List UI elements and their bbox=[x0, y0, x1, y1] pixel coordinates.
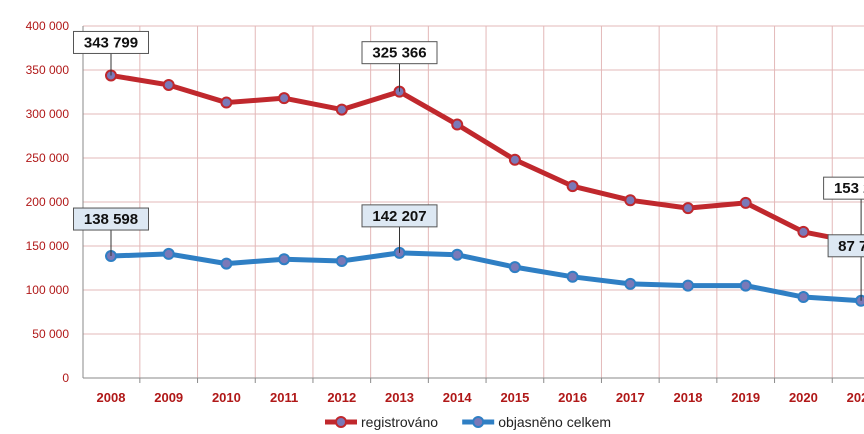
data-point bbox=[508, 153, 521, 166]
x-tick-label: 2016 bbox=[558, 390, 587, 405]
data-label: 138 598 bbox=[84, 211, 138, 228]
legend-swatch-marker bbox=[472, 416, 485, 428]
x-tick-label: 2015 bbox=[500, 390, 529, 405]
x-tick-label: 2020 bbox=[789, 390, 818, 405]
data-point bbox=[278, 253, 291, 266]
data-point bbox=[797, 225, 810, 238]
y-tick-label: 250 000 bbox=[26, 151, 70, 165]
data-labels: 343 799 325 366 153 233 138 598 142 207 87 74… bbox=[73, 30, 864, 301]
axes: 0 50 000 100 000 150 000 200 000 250 000 300 0… bbox=[26, 19, 864, 405]
data-point bbox=[682, 202, 694, 215]
data-label: 325 366 bbox=[372, 45, 426, 62]
data-point bbox=[451, 118, 464, 131]
data-point bbox=[855, 294, 864, 307]
x-tick-label: 2008 bbox=[97, 390, 126, 405]
data-point bbox=[624, 194, 637, 207]
y-tick-label: 300 000 bbox=[26, 107, 70, 121]
y-tick-label: 150 000 bbox=[26, 239, 70, 253]
data-point bbox=[566, 270, 579, 283]
data-label: 343 799 bbox=[84, 34, 138, 51]
x-tick-label: 2009 bbox=[154, 390, 183, 405]
series-group bbox=[105, 69, 864, 307]
series-line-1 bbox=[108, 250, 864, 304]
x-tick-label: 2010 bbox=[212, 390, 241, 405]
legend-label: objasněno celkem bbox=[498, 414, 611, 430]
series-line-0 bbox=[108, 72, 864, 246]
data-point bbox=[335, 103, 348, 116]
data-point bbox=[278, 92, 291, 105]
data-point bbox=[739, 279, 752, 292]
data-label: 142 207 bbox=[372, 208, 426, 225]
data-point bbox=[739, 196, 752, 209]
label-box bbox=[73, 30, 149, 54]
label-box bbox=[823, 176, 864, 200]
data-point bbox=[797, 291, 810, 304]
x-tick-label: 2014 bbox=[443, 390, 473, 405]
x-tick-label: 2019 bbox=[731, 390, 760, 405]
data-point bbox=[451, 248, 464, 261]
y-tick-label: 200 000 bbox=[26, 195, 70, 209]
y-tick-label: 0 bbox=[62, 371, 69, 385]
label-box bbox=[827, 234, 864, 258]
label-box bbox=[361, 41, 438, 65]
x-tick-label: 2011 bbox=[270, 390, 298, 405]
label-box bbox=[361, 204, 438, 228]
data-point bbox=[162, 78, 175, 91]
data-point bbox=[220, 96, 233, 109]
y-tick-label: 350 000 bbox=[26, 63, 70, 77]
x-tick-label: 2018 bbox=[674, 390, 703, 405]
data-point bbox=[162, 247, 175, 260]
data-point bbox=[508, 261, 521, 274]
x-tick-label: 2013 bbox=[385, 390, 414, 405]
data-label: 87 744 bbox=[838, 238, 864, 255]
data-point bbox=[566, 180, 579, 193]
data-point bbox=[335, 254, 348, 267]
legend: registrováno objasněno celkem bbox=[325, 414, 611, 430]
legend-swatch-marker bbox=[335, 416, 347, 428]
y-tick-label: 100 000 bbox=[26, 283, 70, 297]
data-point bbox=[220, 257, 233, 270]
label-box bbox=[73, 207, 149, 231]
x-tick-label: 2012 bbox=[327, 390, 356, 405]
y-tick-label: 400 000 bbox=[26, 19, 70, 33]
grid bbox=[83, 25, 864, 379]
data-label: 153 233 bbox=[834, 180, 864, 197]
legend-label: registrováno bbox=[361, 414, 438, 430]
x-tick-label: 2017 bbox=[616, 390, 645, 405]
data-point bbox=[624, 277, 637, 290]
data-point bbox=[682, 279, 694, 292]
y-tick-label: 50 000 bbox=[32, 327, 69, 341]
x-tick-label: 2021 bbox=[847, 390, 864, 405]
